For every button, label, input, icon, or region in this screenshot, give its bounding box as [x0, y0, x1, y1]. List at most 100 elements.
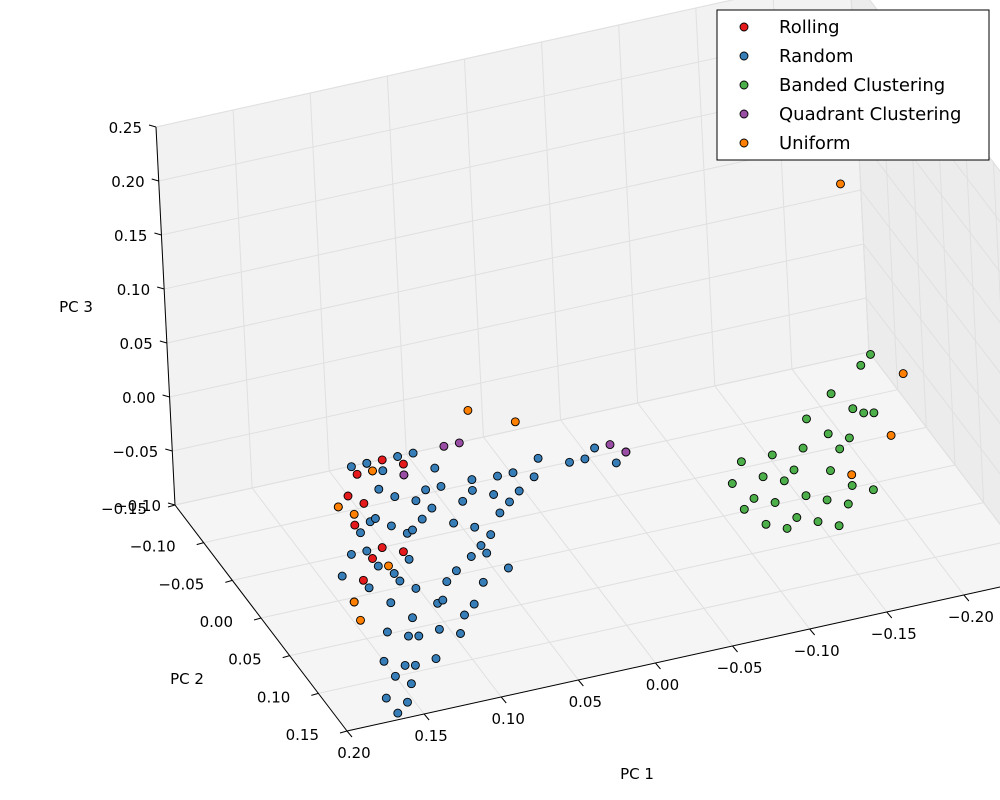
point-rolling: [343, 491, 353, 501]
point-random: [489, 490, 499, 499]
point-banded-clustering: [869, 408, 879, 418]
x-tick: [886, 611, 893, 619]
gridline-x-back: [309, 92, 330, 472]
y-tick: [311, 692, 319, 696]
gridline-z-back: [166, 189, 861, 344]
point-banded-clustering: [834, 521, 844, 531]
point-uniform: [463, 405, 473, 415]
y-tick: [253, 617, 262, 621]
point-banded-clustering: [782, 523, 792, 533]
point-banded-clustering: [868, 485, 878, 495]
z-tick: [151, 178, 159, 182]
point-banded-clustering: [859, 408, 869, 418]
z-tick: [157, 286, 165, 290]
point-uniform: [847, 470, 857, 480]
point-random: [362, 458, 372, 468]
point-quadrant-clustering: [605, 440, 615, 450]
legend-label-uniform: Uniform: [779, 133, 851, 154]
point-random: [362, 546, 372, 556]
point-random: [382, 627, 392, 637]
point-random: [611, 458, 621, 468]
point-banded-clustering: [826, 389, 836, 399]
y-tick: [225, 579, 233, 583]
x-axis-line: [346, 586, 1000, 732]
point-banded-clustering: [739, 504, 749, 514]
point-random: [430, 463, 440, 473]
gridline-z-back: [155, 0, 735, 128]
point-uniform: [384, 561, 393, 571]
z-tick: [167, 502, 176, 506]
gridline-x-back: [618, 24, 639, 404]
point-banded-clustering: [848, 404, 858, 414]
point-rolling: [368, 554, 377, 563]
legend-box: [716, 9, 990, 161]
point-random: [466, 552, 476, 561]
gridline-z-back: [164, 135, 859, 290]
point-random: [503, 563, 513, 573]
point-random: [393, 708, 403, 718]
point-random: [493, 471, 502, 481]
legend-marker-quadrant-clustering: [739, 109, 749, 119]
point-random: [505, 497, 514, 507]
point-random: [346, 549, 356, 559]
point-random: [411, 496, 421, 506]
point-banded-clustering: [770, 498, 780, 507]
gridline-z-side: [868, 351, 1000, 525]
z-tick: [162, 394, 170, 398]
point-banded-clustering: [847, 481, 857, 490]
point-random: [565, 457, 574, 467]
point-random: [408, 613, 417, 623]
point-random: [346, 462, 356, 472]
point-random: [436, 481, 446, 491]
point-random: [404, 554, 414, 564]
point-random: [529, 472, 539, 482]
point-banded-clustering: [758, 472, 768, 482]
point-random: [478, 577, 488, 587]
point-random: [389, 569, 399, 578]
gridline-z-side: [860, 189, 1000, 374]
point-random: [438, 595, 448, 605]
y-axis-label: PC 2: [170, 670, 204, 688]
x-tick: [732, 645, 738, 653]
point-rolling: [358, 575, 368, 585]
point-random: [508, 468, 518, 478]
legend-label-rolling: Rolling: [779, 17, 840, 38]
point-banded-clustering: [822, 495, 832, 505]
point-random: [337, 571, 347, 581]
legend-label-quadrant-clustering: Quadrant Clustering: [779, 104, 961, 125]
point-uniform: [333, 502, 343, 512]
z-tick: [159, 340, 167, 344]
point-rolling: [352, 469, 362, 479]
point-uniform: [356, 615, 365, 625]
point-random: [460, 610, 469, 620]
gridline-y-floor: [260, 464, 956, 619]
gridline-y-floor: [289, 502, 984, 657]
point-rolling: [377, 455, 387, 465]
point-banded-clustering: [761, 519, 771, 529]
point-uniform: [836, 179, 845, 189]
y-tick: [282, 655, 290, 659]
point-quadrant-clustering: [399, 470, 409, 480]
gridline-y-floor: [318, 542, 1000, 694]
point-random: [469, 599, 479, 609]
point-random: [373, 561, 383, 571]
legend-marker-banded-clustering: [739, 80, 749, 90]
x-tick-label: 0.20: [337, 744, 370, 762]
point-random: [467, 485, 477, 495]
point-uniform: [368, 466, 377, 476]
gridline-y-side: [992, 162, 1000, 305]
point-random: [404, 631, 413, 641]
point-random: [408, 448, 418, 458]
z-tick-label: 0.20: [111, 173, 144, 191]
point-banded-clustering: [749, 493, 759, 503]
point-random: [410, 660, 420, 670]
point-random: [379, 656, 389, 666]
point-random: [378, 466, 388, 476]
gridline-z-back: [169, 243, 864, 398]
point-random: [400, 660, 410, 670]
point-banded-clustering: [801, 491, 811, 501]
point-random: [386, 521, 396, 531]
y-tick: [196, 542, 204, 546]
x-tick-label: 0.00: [646, 676, 679, 694]
